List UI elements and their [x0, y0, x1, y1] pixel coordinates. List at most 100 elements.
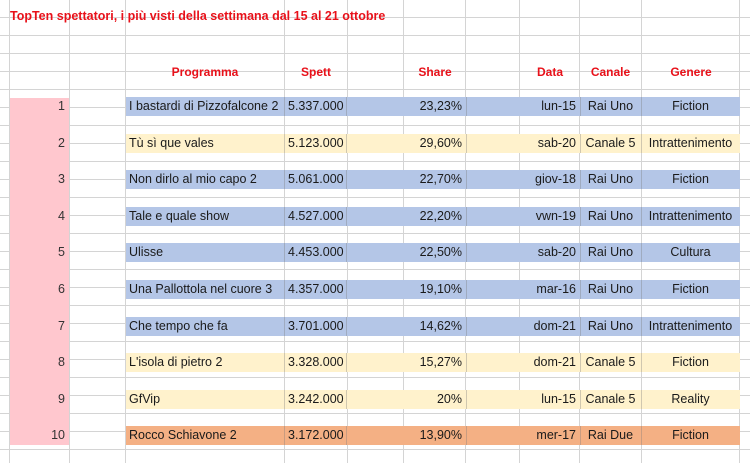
cell-share[interactable]: 22,50% — [419, 245, 462, 259]
cell-divider — [346, 390, 347, 409]
cell-programma[interactable]: Rocco Schiavone 2 — [129, 428, 237, 442]
cell-divider — [641, 390, 642, 409]
cell-divider — [346, 280, 347, 299]
cell-genere[interactable]: Intrattenimento — [648, 319, 733, 333]
rank-cell[interactable]: 7 — [58, 319, 65, 333]
rank-cell[interactable]: 6 — [58, 282, 65, 296]
cell-share[interactable]: 13,90% — [419, 428, 462, 442]
cell-data[interactable]: giov-18 — [535, 172, 576, 186]
cell-share[interactable]: 23,23% — [419, 99, 462, 113]
header-share[interactable]: Share — [418, 65, 452, 79]
cell-genere[interactable]: Fiction — [672, 99, 709, 113]
cell-share[interactable]: 22,70% — [419, 172, 462, 186]
cell-genere[interactable]: Fiction — [672, 428, 709, 442]
cell-divider — [641, 426, 642, 445]
cell-divider — [580, 426, 581, 445]
cell-divider — [466, 353, 467, 372]
cell-data[interactable]: mer-17 — [536, 428, 576, 442]
rank-cell[interactable]: 9 — [58, 392, 65, 406]
rank-cell[interactable]: 4 — [58, 209, 65, 223]
cell-divider — [284, 426, 285, 445]
cell-programma[interactable]: Che tempo che fa — [129, 319, 228, 333]
cell-spett[interactable]: 3.242.000 — [288, 392, 344, 406]
rank-cell[interactable]: 10 — [51, 428, 65, 442]
cell-genere[interactable]: Fiction — [672, 282, 709, 296]
cell-canale[interactable]: Canale 5 — [585, 136, 636, 150]
cell-canale[interactable]: Rai Uno — [587, 209, 634, 223]
table-row[interactable]: Rocco Schiavone 2 3.172.000 13,90% mer-17 Ra… — [126, 426, 740, 445]
cell-share[interactable]: 14,62% — [419, 319, 462, 333]
header-genere[interactable]: Genere — [670, 65, 712, 79]
cell-data[interactable]: lun-15 — [541, 99, 576, 113]
cell-spett[interactable]: 5.337.000 — [288, 99, 344, 113]
cell-share[interactable]: 19,10% — [419, 282, 462, 296]
table-row[interactable]: Che tempo che fa 3.701.000 14,62% dom-21 Rai… — [126, 317, 740, 336]
cell-programma[interactable]: I bastardi di Pizzofalcone 2 — [129, 99, 279, 113]
cell-data[interactable]: sab-20 — [537, 245, 576, 259]
cell-canale[interactable]: Canale 5 — [585, 392, 636, 406]
cell-programma[interactable]: Ulisse — [129, 245, 164, 259]
header-programma[interactable]: Programma — [171, 65, 239, 79]
cell-canale[interactable]: Canale 5 — [585, 355, 636, 369]
cell-divider — [641, 353, 642, 372]
header-canale[interactable]: Canale — [590, 65, 631, 79]
cell-spett[interactable]: 5.061.000 — [288, 172, 344, 186]
table-row[interactable]: Non dirlo al mio capo 2 5.061.000 22,70% gi… — [126, 170, 740, 189]
cell-divider — [641, 317, 642, 336]
cell-genere[interactable]: Intrattenimento — [648, 136, 733, 150]
header-spett[interactable]: Spett — [301, 65, 331, 79]
cell-data[interactable]: vwn-19 — [535, 209, 576, 223]
cell-genere[interactable]: Fiction — [672, 172, 709, 186]
cell-data[interactable]: sab-20 — [537, 136, 576, 150]
cell-data[interactable]: mar-16 — [536, 282, 576, 296]
cell-spett[interactable]: 3.172.000 — [288, 428, 344, 442]
cell-share[interactable]: 22,20% — [419, 209, 462, 223]
cell-spett[interactable]: 5.123.000 — [288, 136, 344, 150]
table-row[interactable]: Una Pallottola nel cuore 3 4.357.000 19,10… — [126, 280, 740, 299]
cell-canale[interactable]: Rai Uno — [587, 172, 634, 186]
cell-data[interactable]: dom-21 — [533, 319, 576, 333]
rank-cell[interactable]: 5 — [58, 245, 65, 259]
cell-canale[interactable]: Rai Uno — [587, 99, 634, 113]
cell-genere[interactable]: Fiction — [672, 355, 709, 369]
cell-spett[interactable]: 4.357.000 — [288, 282, 344, 296]
header-data[interactable]: Data — [536, 65, 563, 79]
cell-divider — [346, 317, 347, 336]
cell-canale[interactable]: Rai Due — [587, 428, 634, 442]
table-row[interactable]: Tù sì que vales 5.123.000 29,60% sab-20 Cana… — [126, 134, 740, 153]
cell-programma[interactable]: Tù sì que vales — [129, 136, 214, 150]
cell-share[interactable]: 29,60% — [419, 136, 462, 150]
cell-spett[interactable]: 4.527.000 — [288, 209, 344, 223]
cell-spett[interactable]: 4.453.000 — [288, 245, 344, 259]
cell-divider — [466, 207, 467, 226]
table-row[interactable]: Ulisse 4.453.000 22,50% sab-20 Rai Uno Cultur… — [126, 243, 740, 262]
rank-cell[interactable]: 2 — [58, 136, 65, 150]
cell-canale[interactable]: Rai Uno — [587, 245, 634, 259]
cell-share[interactable]: 15,27% — [419, 355, 462, 369]
cell-genere[interactable]: Intrattenimento — [648, 209, 733, 223]
cell-data[interactable]: lun-15 — [541, 392, 576, 406]
cell-canale[interactable]: Rai Uno — [587, 319, 634, 333]
cell-data[interactable]: dom-21 — [533, 355, 576, 369]
cell-programma[interactable]: L'isola di pietro 2 — [129, 355, 223, 369]
cell-canale[interactable]: Rai Uno — [587, 282, 634, 296]
cell-programma[interactable]: Tale e quale show — [129, 209, 230, 223]
cell-divider — [641, 170, 642, 189]
cell-programma[interactable]: Una Pallottola nel cuore 3 — [129, 282, 273, 296]
table-row[interactable]: L'isola di pietro 2 3.328.000 15,27% dom-21… — [126, 353, 740, 372]
rank-cell[interactable]: 3 — [58, 172, 65, 186]
cell-share[interactable]: 20% — [436, 392, 462, 406]
table-row[interactable]: GfVip 3.242.000 20% lun-15 Canale 5 Reality — [126, 390, 740, 409]
cell-programma[interactable]: GfVip — [129, 392, 161, 406]
table-row[interactable]: I bastardi di Pizzofalcone 2 5.337.000 23,… — [126, 97, 740, 116]
cell-spett[interactable]: 3.701.000 — [288, 319, 344, 333]
sheet-title[interactable]: TopTen spettatori, i più visti della set… — [10, 9, 386, 23]
cell-programma[interactable]: Non dirlo al mio capo 2 — [129, 172, 257, 186]
table-row[interactable]: Tale e quale show 4.527.000 22,20% vwn-19 Ra… — [126, 207, 740, 226]
cell-spett[interactable]: 3.328.000 — [288, 355, 344, 369]
cell-genere[interactable]: Reality — [671, 392, 710, 406]
rank-cell[interactable]: 1 — [58, 99, 65, 113]
cell-genere[interactable]: Cultura — [670, 245, 711, 259]
rank-cell[interactable]: 8 — [58, 355, 65, 369]
